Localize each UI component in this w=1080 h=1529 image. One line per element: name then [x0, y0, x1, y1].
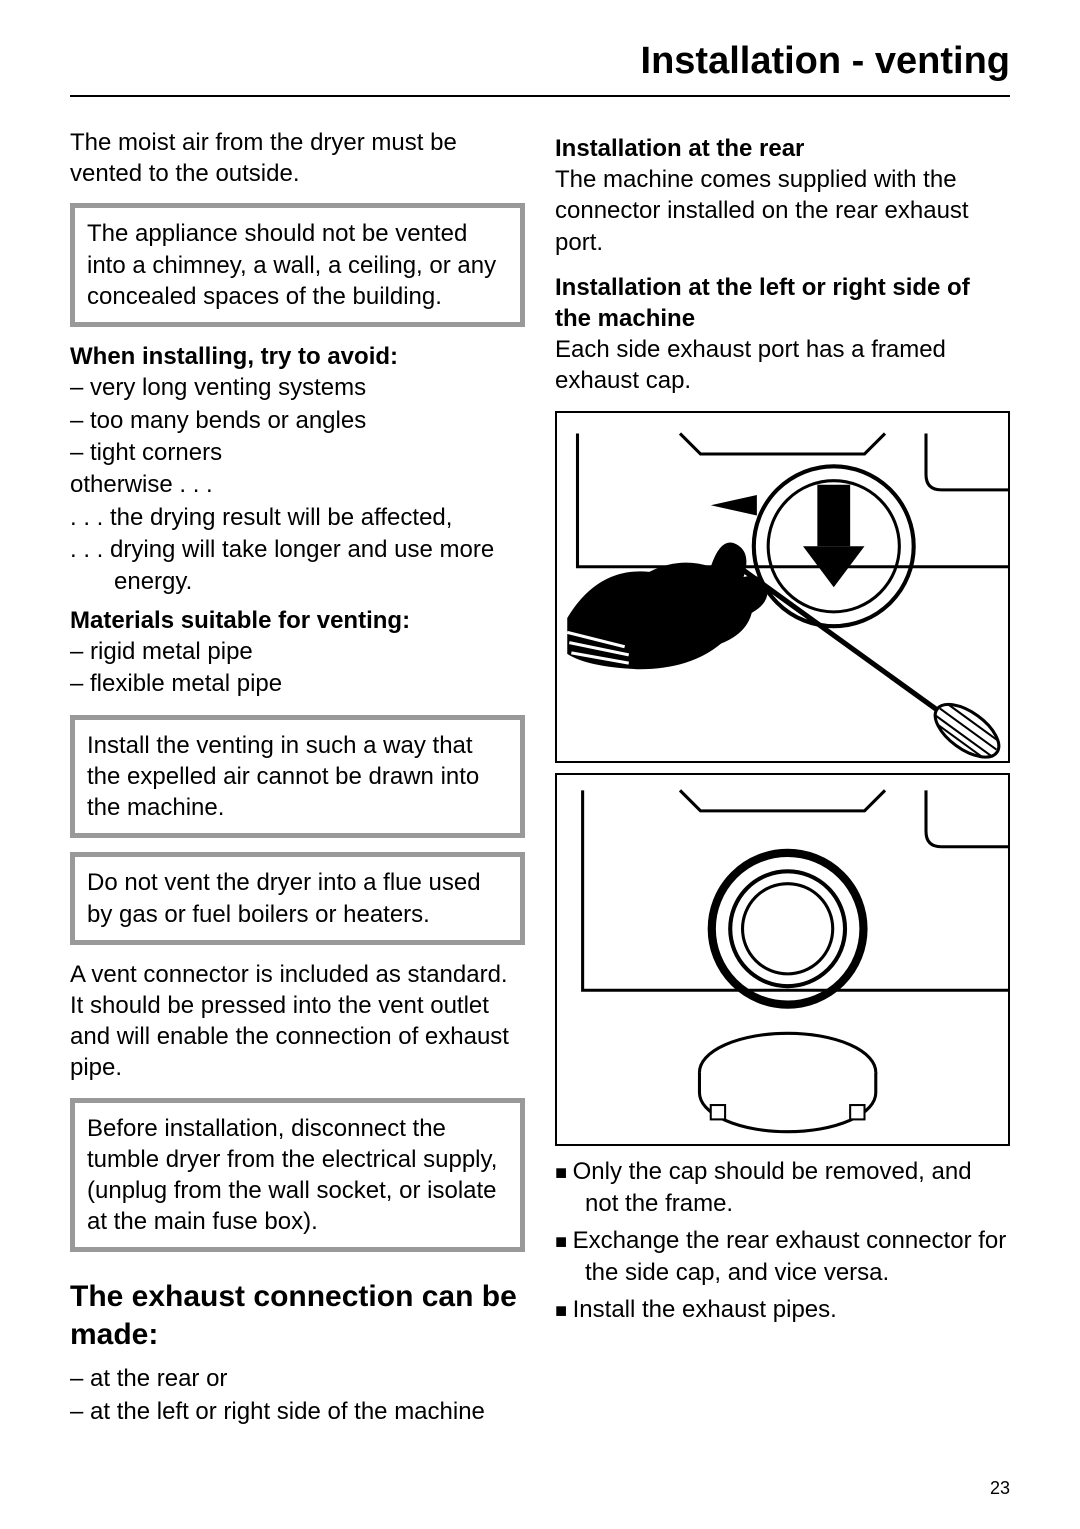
avoid-item: very long venting systems [70, 372, 525, 404]
consequence-item: the drying result will be affected, [70, 502, 525, 534]
callout-no-chimney: The appliance should not be vented into … [70, 203, 525, 327]
consequence-item: drying will take longer and use more ene… [70, 534, 525, 599]
figure-remove-cap [555, 411, 1010, 764]
exhaust-location-list: at the rear or at the left or right side… [70, 1363, 525, 1428]
callout-no-flue: Do not vent the dryer into a flue used b… [70, 852, 525, 944]
avoid-item: tight corners [70, 437, 525, 469]
exhaust-location-item: at the left or right side of the machine [70, 1396, 525, 1428]
page-title: Installation - venting [70, 40, 1010, 97]
rear-heading: Installation at the rear [555, 133, 1010, 164]
figure-port-and-cap [555, 773, 1010, 1146]
remove-cap-illustration-icon [557, 413, 1008, 762]
otherwise-text: otherwise . . . [70, 469, 525, 501]
side-heading: Installation at the left or right side o… [555, 272, 1010, 334]
right-column: Installation at the rear The machine com… [555, 127, 1010, 1428]
vent-connector-text: A vent connector is included as standard… [70, 959, 525, 1084]
consequence-list: the drying result will be affected, dryi… [70, 502, 525, 599]
avoid-list: very long venting systems too many bends… [70, 372, 525, 469]
materials-list: rigid metal pipe flexible metal pipe [70, 636, 525, 701]
avoid-item: too many bends or angles [70, 405, 525, 437]
page-number: 23 [990, 1478, 1010, 1499]
port-cap-illustration-icon [557, 775, 1008, 1144]
steps-list: Only the cap should be removed, and not … [555, 1156, 1010, 1326]
callout-expelled-air: Install the venting in such a way that t… [70, 715, 525, 839]
materials-heading: Materials suitable for venting: [70, 605, 525, 636]
side-text: Each side exhaust port has a framed exha… [555, 334, 1010, 396]
exhaust-connection-heading: The exhaust connection can be made: [70, 1278, 525, 1353]
content-columns: The moist air from the dryer must be ven… [70, 127, 1010, 1428]
exhaust-location-item: at the rear or [70, 1363, 525, 1395]
avoid-heading: When installing, try to avoid: [70, 341, 525, 372]
left-column: The moist air from the dryer must be ven… [70, 127, 525, 1428]
intro-text: The moist air from the dryer must be ven… [70, 127, 525, 189]
step-item: Exchange the rear exhaust connector for … [555, 1225, 1010, 1290]
materials-item: rigid metal pipe [70, 636, 525, 668]
step-item: Only the cap should be removed, and not … [555, 1156, 1010, 1221]
callout-disconnect: Before installation, disconnect the tumb… [70, 1098, 525, 1253]
rear-text: The machine comes supplied with the conn… [555, 164, 1010, 258]
materials-item: flexible metal pipe [70, 668, 525, 700]
step-item: Install the exhaust pipes. [555, 1294, 1010, 1326]
